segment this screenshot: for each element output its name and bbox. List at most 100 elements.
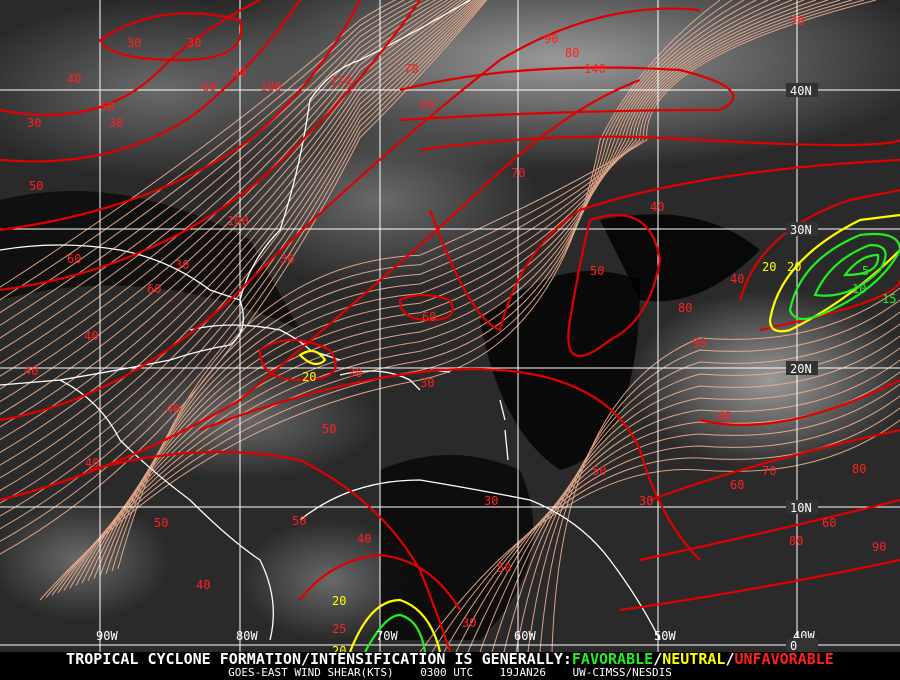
satellite-map: 30 30 40 60 50 40 100 90 80 140 70 110 60 30 30 50 70 60 4… bbox=[0, 0, 900, 652]
label-bg bbox=[786, 500, 818, 514]
contour-label: 80 bbox=[852, 462, 866, 476]
streamline bbox=[0, 0, 406, 301]
contour-label: 40 bbox=[232, 66, 246, 80]
streamline bbox=[0, 0, 477, 479]
streamline bbox=[0, 0, 454, 390]
contour-label: 20 bbox=[332, 644, 346, 652]
contour-label: 40 bbox=[84, 329, 98, 343]
contour-label: 10 bbox=[852, 282, 866, 296]
streamline bbox=[0, 0, 423, 326]
contour-label: 70 bbox=[790, 14, 804, 28]
contour-label: 100 bbox=[260, 80, 282, 94]
streamline bbox=[0, 0, 485, 530]
latitude-label: 40N bbox=[790, 84, 812, 98]
streamline bbox=[39, 0, 721, 601]
label-bg bbox=[786, 83, 818, 97]
streamline bbox=[111, 0, 865, 572]
product-info: GOES-EAST WIND SHEAR(KTS) 0300 UTC 19JAN… bbox=[0, 667, 900, 679]
longitude-label: 70W bbox=[376, 629, 398, 643]
contour-label: 30 bbox=[462, 616, 476, 630]
streamline bbox=[491, 347, 900, 652]
shear-contours bbox=[0, 0, 900, 652]
coastlines bbox=[0, 0, 661, 641]
streamline bbox=[69, 0, 781, 589]
contour-label: 60 bbox=[202, 80, 216, 94]
formation-headline: TROPICAL CYCLONE FORMATION/INTENSIFICATI… bbox=[0, 652, 900, 667]
contour-labels: 30 30 40 60 50 40 100 90 80 140 70 110 60 30 30 50 70 60 4… bbox=[24, 14, 896, 652]
streamline bbox=[479, 359, 900, 652]
legend-separator: / bbox=[653, 650, 663, 668]
longitude-label: 60W bbox=[514, 629, 536, 643]
latitude-label: 10N bbox=[790, 501, 812, 515]
streamline bbox=[515, 323, 900, 652]
streamline bbox=[87, 0, 817, 582]
contour-label: 80 bbox=[565, 46, 579, 60]
contour-label: 40 bbox=[650, 200, 664, 214]
contour-label: 50 bbox=[497, 561, 511, 575]
contour-label: 30 bbox=[639, 494, 653, 508]
contour-label: 60 bbox=[67, 252, 81, 266]
contour-label: 80 bbox=[789, 534, 803, 548]
contour-label: 20 bbox=[762, 260, 776, 274]
contour-label: 5 bbox=[862, 264, 869, 278]
contour-label: 40 bbox=[166, 402, 180, 416]
streamline bbox=[0, 0, 475, 466]
headline-prefix: TROPICAL CYCLONE FORMATION/INTENSIFICATI… bbox=[66, 650, 572, 668]
contour-label: 90 bbox=[872, 540, 886, 554]
streamline bbox=[0, 0, 449, 377]
streamline bbox=[105, 0, 853, 574]
streamline bbox=[0, 0, 483, 517]
contour-label: 60 bbox=[730, 478, 744, 492]
streamline bbox=[0, 0, 397, 288]
streamline bbox=[63, 0, 769, 591]
contour-label: 40 bbox=[67, 72, 81, 86]
contour-label: 30 bbox=[484, 494, 498, 508]
contour-label: 30 bbox=[109, 116, 123, 130]
contour-label: 50 bbox=[29, 179, 43, 193]
contour-label: 50 bbox=[590, 264, 604, 278]
contour-label: 40 bbox=[717, 409, 731, 423]
contour-label: 100 bbox=[227, 214, 249, 228]
contour-label: 60 bbox=[422, 310, 436, 324]
streamline bbox=[419, 419, 900, 652]
contour-label: 110 bbox=[330, 74, 352, 88]
legend-neutral: NEUTRAL bbox=[662, 650, 726, 668]
streamline bbox=[57, 0, 757, 594]
streamline bbox=[0, 0, 466, 428]
contour-label: 60 bbox=[147, 282, 161, 296]
contour-label: 30 bbox=[187, 36, 201, 50]
product-subtitle: GOES-EAST WIND SHEAR(KTS) bbox=[228, 666, 394, 679]
contour-label: 30 bbox=[420, 376, 434, 390]
label-bg bbox=[786, 638, 818, 652]
streamline bbox=[51, 0, 745, 596]
streamline bbox=[503, 335, 900, 652]
product-caption: TROPICAL CYCLONE FORMATION/INTENSIFICATI… bbox=[0, 652, 900, 680]
cloud-imagery bbox=[0, 0, 900, 640]
contour-label: 30 bbox=[280, 252, 294, 266]
contour-label: 15 bbox=[882, 292, 896, 306]
streamline bbox=[431, 407, 900, 652]
streamline bbox=[443, 395, 900, 652]
product-date: 19JAN26 bbox=[499, 666, 547, 679]
streamline bbox=[455, 383, 900, 652]
label-bg bbox=[786, 361, 818, 375]
contour-label: 70 bbox=[511, 166, 525, 180]
contour-label: 50 bbox=[292, 514, 306, 528]
contour-label: 50 bbox=[154, 516, 168, 530]
streamline bbox=[0, 0, 415, 314]
contour-label: 30 bbox=[348, 366, 362, 380]
streamline bbox=[0, 0, 462, 415]
streamline bbox=[81, 0, 805, 584]
contour-label: 140 bbox=[584, 62, 606, 76]
contour-label: 30 bbox=[127, 36, 141, 50]
streamline bbox=[0, 0, 488, 555]
longitude-label: 50W bbox=[654, 629, 676, 643]
streamline bbox=[539, 299, 900, 652]
streamline bbox=[99, 0, 841, 577]
contour-label: 20 bbox=[332, 594, 346, 608]
contour-label: 60 bbox=[420, 98, 434, 112]
contour-label: 40 bbox=[196, 578, 210, 592]
streamline bbox=[93, 0, 829, 579]
